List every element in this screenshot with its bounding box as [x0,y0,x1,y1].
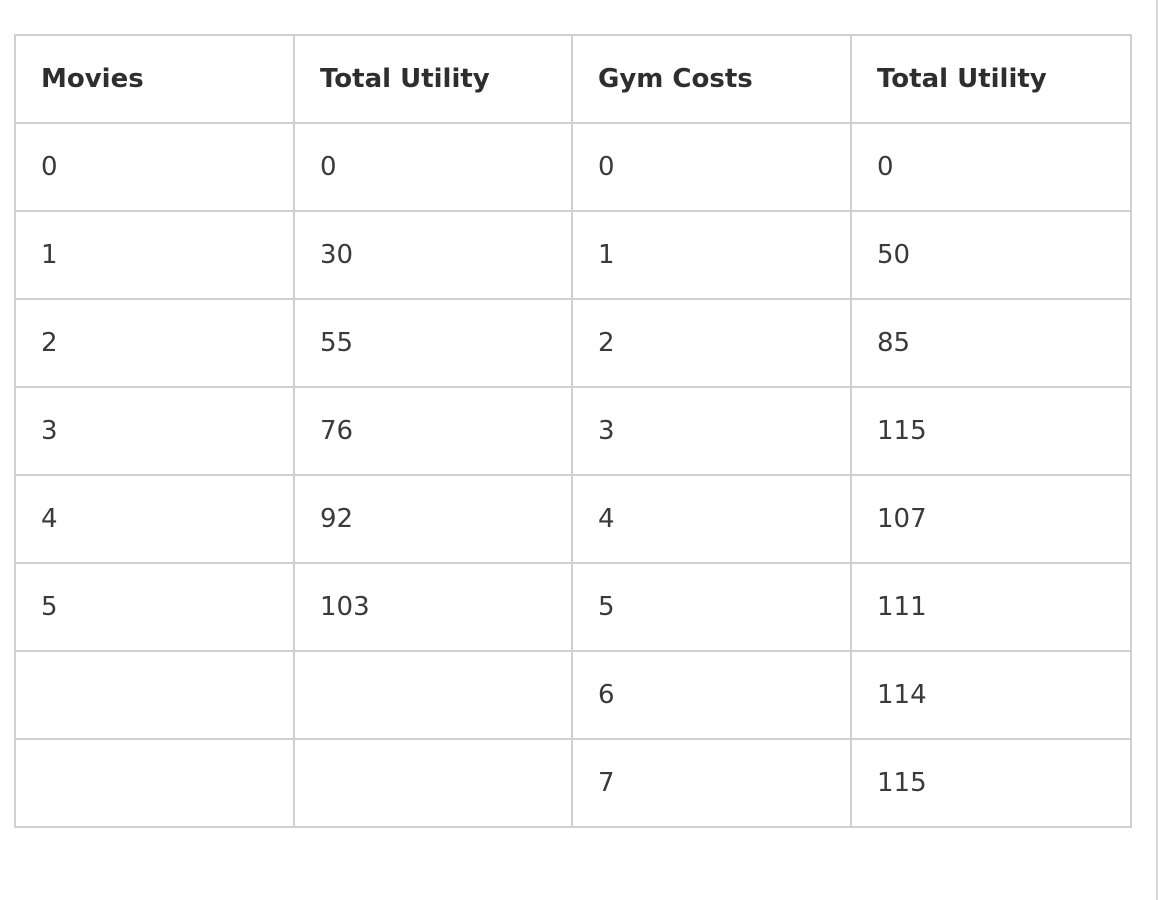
table-row: 1 30 1 50 [14,210,1132,300]
header-gym-total-utility: Total Utility [850,34,1132,124]
table-row: 3 76 3 115 [14,386,1132,476]
table-row: 0 0 0 0 [14,122,1132,212]
utility-table: Movies Total Utility Gym Costs Total Uti… [14,34,1132,828]
cell-movies-utility: 92 [293,474,573,564]
cell-gym-costs: 6 [571,650,852,740]
table-body: 0 0 0 0 1 30 1 50 2 55 2 85 3 76 3 115 4… [14,122,1132,828]
cell-movies-utility: 0 [293,122,573,212]
table-row: 2 55 2 85 [14,298,1132,388]
cell-gym-utility: 50 [850,210,1132,300]
table-header: Movies Total Utility Gym Costs Total Uti… [14,34,1132,124]
cell-movies-utility [293,650,573,740]
cell-gym-costs: 5 [571,562,852,652]
cell-movies: 0 [14,122,295,212]
cell-gym-costs: 3 [571,386,852,476]
header-row: Movies Total Utility Gym Costs Total Uti… [14,34,1132,124]
cell-movies-utility [293,738,573,828]
cell-gym-utility: 115 [850,738,1132,828]
cell-movies-utility: 30 [293,210,573,300]
cell-gym-costs: 4 [571,474,852,564]
cell-gym-utility: 115 [850,386,1132,476]
cell-gym-utility: 85 [850,298,1132,388]
cell-gym-costs: 0 [571,122,852,212]
cell-movies: 4 [14,474,295,564]
table-row: 7 115 [14,738,1132,828]
cell-gym-costs: 1 [571,210,852,300]
cell-gym-utility: 111 [850,562,1132,652]
cell-movies-utility: 103 [293,562,573,652]
table-row: 5 103 5 111 [14,562,1132,652]
cell-movies [14,738,295,828]
cell-gym-costs: 7 [571,738,852,828]
cell-movies-utility: 55 [293,298,573,388]
table-row: 4 92 4 107 [14,474,1132,564]
cell-gym-costs: 2 [571,298,852,388]
cell-movies: 5 [14,562,295,652]
cell-movies: 3 [14,386,295,476]
cell-gym-utility: 114 [850,650,1132,740]
cell-movies: 1 [14,210,295,300]
cell-movies-utility: 76 [293,386,573,476]
cell-gym-utility: 0 [850,122,1132,212]
header-movies-total-utility: Total Utility [293,34,573,124]
page-edge-divider [1156,0,1158,900]
header-movies: Movies [14,34,295,124]
table-row: 6 114 [14,650,1132,740]
cell-gym-utility: 107 [850,474,1132,564]
header-gym-costs: Gym Costs [571,34,852,124]
cell-movies: 2 [14,298,295,388]
cell-movies [14,650,295,740]
